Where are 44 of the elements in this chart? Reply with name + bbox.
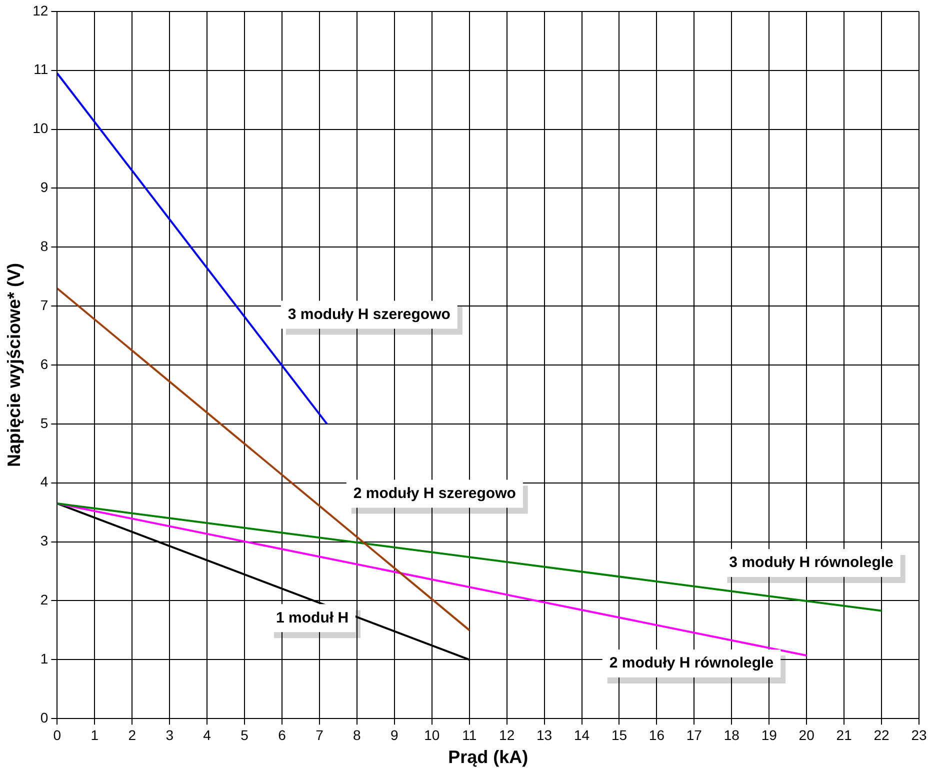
- x-tick-label: 9: [390, 726, 399, 743]
- x-tick-label: 16: [648, 726, 665, 743]
- x-tick-label: 20: [798, 726, 815, 743]
- x-tick-label: 17: [686, 726, 702, 743]
- x-tick-label: 11: [462, 726, 477, 743]
- x-tick-label: 15: [611, 726, 628, 743]
- x-tick-label: 12: [499, 726, 515, 743]
- x-tick-label: 21: [836, 726, 852, 743]
- series-label: 3 moduły H równolegle: [729, 554, 894, 572]
- y-tick-label: 9: [40, 179, 48, 196]
- x-tick-label: 10: [424, 726, 440, 743]
- y-tick-label: 10: [32, 120, 48, 136]
- x-tick-label: 1: [90, 726, 99, 743]
- x-tick-label: 19: [761, 726, 778, 743]
- x-tick-label: 3: [166, 726, 174, 743]
- x-tick-label: 22: [874, 726, 890, 743]
- y-tick-label: 0: [40, 709, 48, 726]
- x-tick-label: 14: [574, 726, 590, 743]
- x-tick-label: 23: [911, 726, 927, 743]
- y-tick-label: 12: [32, 2, 48, 18]
- x-tick-label: 2: [128, 726, 136, 743]
- x-tick-label: 13: [536, 726, 552, 743]
- y-tick-label: 8: [40, 238, 48, 254]
- y-tick-label: 5: [40, 414, 48, 431]
- series-label: 1 moduł H: [276, 609, 349, 626]
- x-tick-label: 18: [724, 726, 740, 743]
- y-tick-label: 7: [40, 296, 48, 313]
- y-axis-title: Napięcie wyjściowe* (V): [4, 262, 24, 468]
- x-tick-label: 6: [278, 726, 286, 743]
- x-tick-label: 4: [203, 726, 212, 743]
- y-tick-label: 2: [40, 592, 48, 608]
- text: 3 moduły H szeregowo: [288, 306, 450, 323]
- y-tick-label: 4: [40, 474, 48, 490]
- x-tick-label: 8: [353, 726, 362, 743]
- y-tick-label: 1: [40, 650, 48, 667]
- x-axis-title: Prąd (kA): [448, 747, 528, 768]
- y-tick-label: 6: [40, 356, 48, 372]
- series-label: 2 moduły H równolegle: [609, 654, 774, 672]
- y-tick-label: 11: [34, 61, 48, 78]
- series-label: 2 moduły H szeregowo: [353, 484, 516, 502]
- x-tick-label: 7: [316, 726, 324, 743]
- x-tick-label: 5: [240, 726, 249, 743]
- x-tick-label: 0: [53, 726, 62, 743]
- y-tick-label: 3: [40, 532, 48, 549]
